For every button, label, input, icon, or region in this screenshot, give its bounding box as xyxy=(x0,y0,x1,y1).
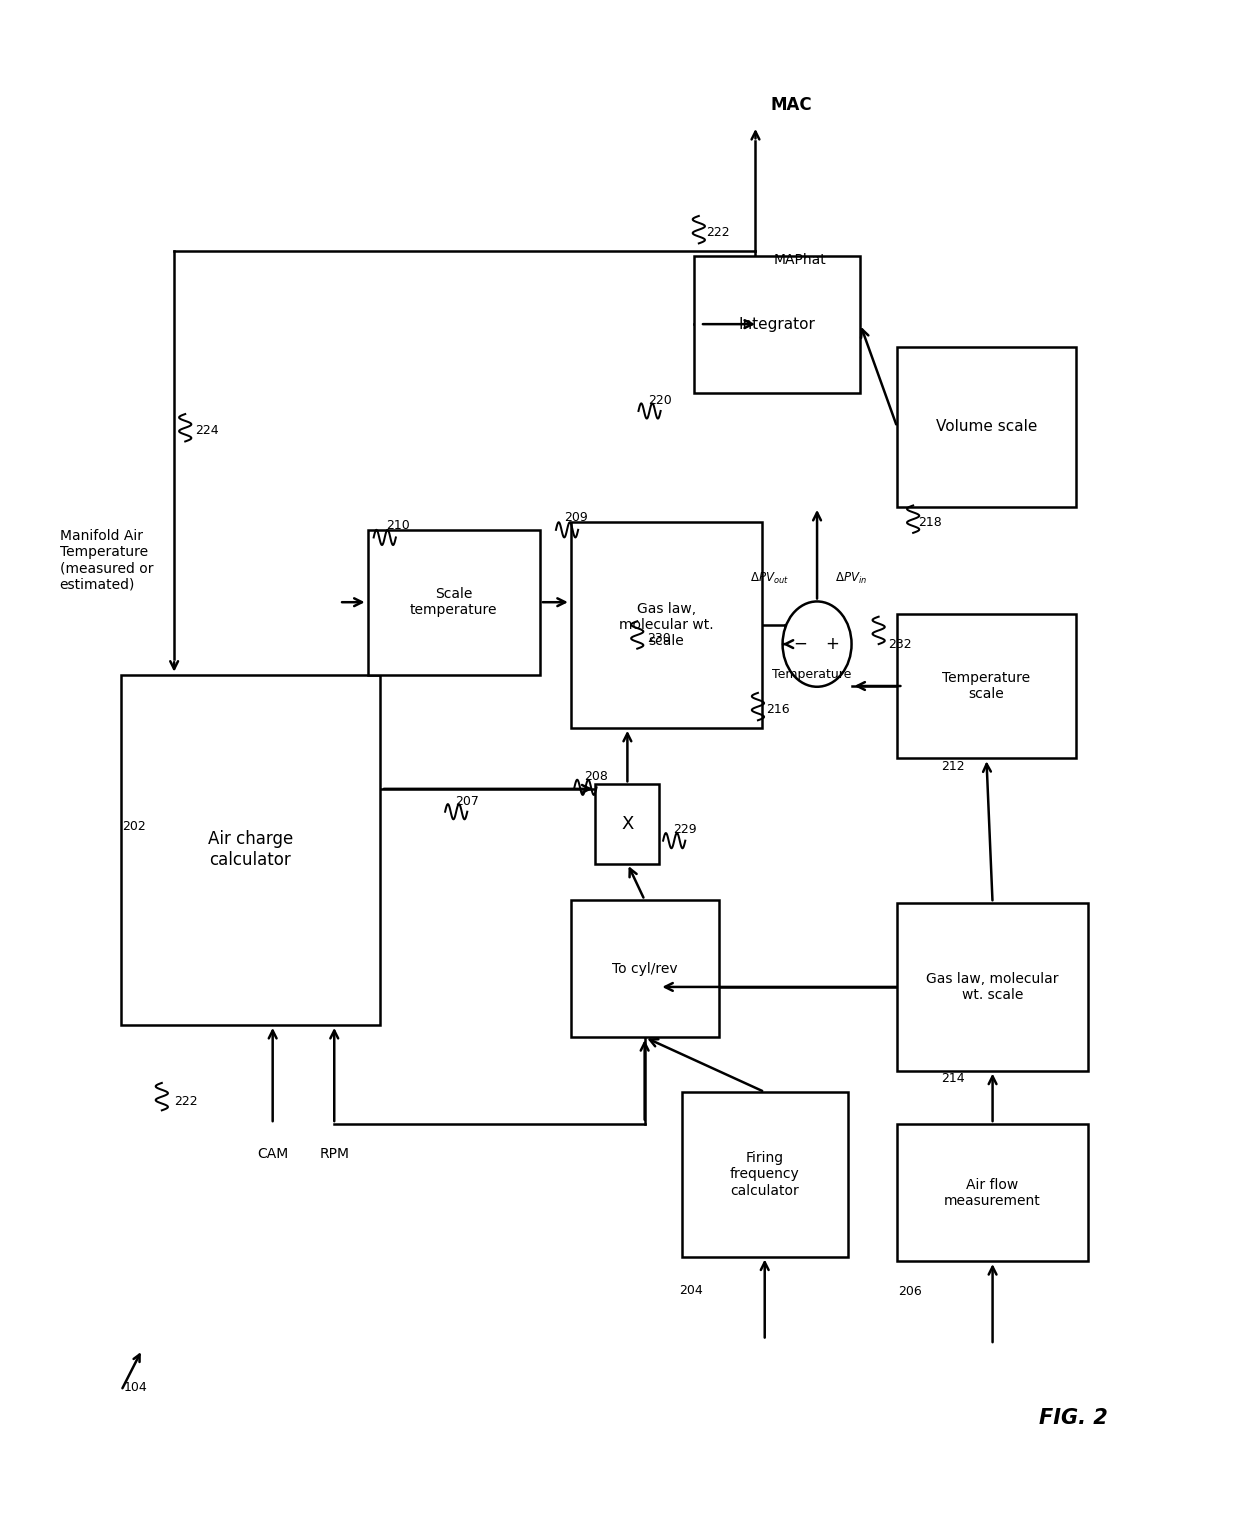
Text: −: − xyxy=(794,636,807,653)
FancyBboxPatch shape xyxy=(694,256,861,392)
Text: 222: 222 xyxy=(707,227,730,239)
Text: 204: 204 xyxy=(680,1284,703,1296)
Text: Air flow
measurement: Air flow measurement xyxy=(944,1178,1040,1207)
Text: 212: 212 xyxy=(941,760,965,772)
Text: $\Delta PV_{in}$: $\Delta PV_{in}$ xyxy=(836,571,868,587)
Text: CAM: CAM xyxy=(257,1147,288,1161)
Text: Firing
frequency
calculator: Firing frequency calculator xyxy=(730,1151,800,1198)
Text: 207: 207 xyxy=(455,795,479,807)
FancyBboxPatch shape xyxy=(367,530,539,674)
Text: 220: 220 xyxy=(649,394,672,408)
Text: Manifold Air
Temperature
(measured or
estimated): Manifold Air Temperature (measured or es… xyxy=(60,529,153,591)
Text: To cyl/rev: To cyl/rev xyxy=(611,962,677,976)
Text: X: X xyxy=(621,815,634,833)
Text: Temperature: Temperature xyxy=(773,668,852,682)
Circle shape xyxy=(782,602,852,686)
Text: Integrator: Integrator xyxy=(739,317,816,331)
Text: 202: 202 xyxy=(123,821,146,833)
FancyBboxPatch shape xyxy=(595,784,660,864)
Text: 104: 104 xyxy=(124,1382,148,1394)
Text: 209: 209 xyxy=(564,512,588,524)
Text: MAC: MAC xyxy=(770,97,812,113)
Text: $\Delta PV_{out}$: $\Delta PV_{out}$ xyxy=(750,571,789,587)
FancyBboxPatch shape xyxy=(897,346,1076,507)
FancyBboxPatch shape xyxy=(570,901,718,1037)
Text: Air charge
calculator: Air charge calculator xyxy=(208,830,293,869)
Text: 208: 208 xyxy=(584,771,608,783)
FancyBboxPatch shape xyxy=(897,904,1087,1071)
Text: Temperature
scale: Temperature scale xyxy=(942,671,1030,702)
Text: Scale
temperature: Scale temperature xyxy=(410,587,497,617)
FancyBboxPatch shape xyxy=(122,674,379,1025)
Text: 222: 222 xyxy=(174,1095,197,1108)
Text: 210: 210 xyxy=(386,519,409,532)
Text: Gas law,
molecular wt.
scale: Gas law, molecular wt. scale xyxy=(619,602,713,648)
Text: +: + xyxy=(826,636,839,653)
Text: Volume scale: Volume scale xyxy=(936,420,1037,435)
FancyBboxPatch shape xyxy=(570,522,761,728)
Text: RPM: RPM xyxy=(319,1147,350,1161)
Text: 230: 230 xyxy=(647,631,671,645)
FancyBboxPatch shape xyxy=(897,614,1076,758)
Text: MAPhat: MAPhat xyxy=(774,253,827,267)
FancyBboxPatch shape xyxy=(682,1092,848,1256)
Text: 224: 224 xyxy=(195,424,218,437)
Text: 218: 218 xyxy=(918,516,942,529)
Text: FIG. 2: FIG. 2 xyxy=(1039,1408,1107,1428)
FancyBboxPatch shape xyxy=(897,1124,1087,1261)
Text: Gas law, molecular
wt. scale: Gas law, molecular wt. scale xyxy=(926,971,1059,1002)
Text: 214: 214 xyxy=(941,1072,965,1085)
Text: 232: 232 xyxy=(889,637,913,651)
Text: 206: 206 xyxy=(898,1285,923,1298)
Text: 216: 216 xyxy=(766,703,790,715)
Text: 229: 229 xyxy=(673,824,697,836)
